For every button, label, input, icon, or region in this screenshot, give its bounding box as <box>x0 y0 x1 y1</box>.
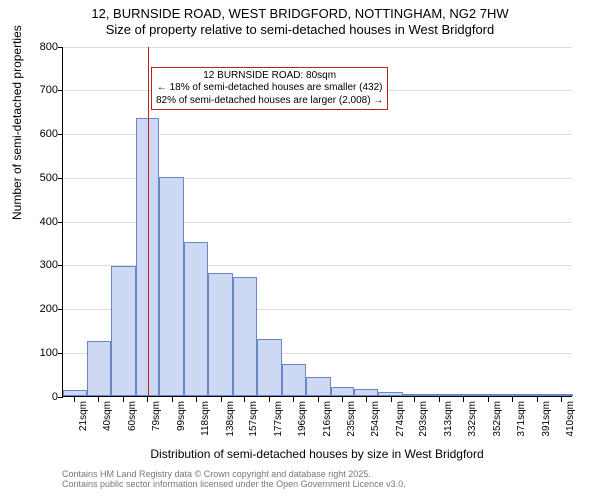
histogram-bar <box>403 394 427 396</box>
xtick-mark <box>123 397 124 402</box>
ytick-label: 100 <box>18 347 58 359</box>
chart-area: 21sqm40sqm60sqm79sqm99sqm118sqm138sqm157… <box>62 47 572 397</box>
histogram-bar <box>306 377 331 395</box>
histogram-bar <box>63 390 87 395</box>
xtick-mark <box>366 397 367 402</box>
xtick-label: 371sqm <box>516 401 527 437</box>
annotation-line3: 82% of semi-detached houses are larger (… <box>156 95 383 108</box>
xtick-mark <box>244 397 245 402</box>
ytick-label: 0 <box>18 391 58 403</box>
ytick-label: 600 <box>18 128 58 140</box>
ytick-mark <box>58 134 63 135</box>
xtick-label: 293sqm <box>418 401 429 437</box>
ytick-mark <box>58 222 63 223</box>
histogram-bar <box>549 394 573 396</box>
xtick-mark <box>293 397 294 402</box>
xtick-label: 235sqm <box>346 401 357 437</box>
xtick-mark <box>98 397 99 402</box>
ytick-label: 500 <box>18 172 58 184</box>
xtick-label: 138sqm <box>225 401 236 437</box>
xtick-label: 410sqm <box>565 401 576 437</box>
xtick-mark <box>439 397 440 402</box>
annotation-box: 12 BURNSIDE ROAD: 80sqm← 18% of semi-det… <box>151 67 388 111</box>
xtick-label: 177sqm <box>273 401 284 437</box>
title-line2: Size of property relative to semi-detach… <box>0 22 600 38</box>
histogram-bar <box>452 394 476 396</box>
xtick-mark <box>269 397 270 402</box>
histogram-bar <box>427 394 452 396</box>
xtick-mark <box>342 397 343 402</box>
histogram-bar <box>233 277 257 395</box>
xtick-mark <box>561 397 562 402</box>
xtick-mark <box>74 397 75 402</box>
chart-title-block: 12, BURNSIDE ROAD, WEST BRIDGFORD, NOTTI… <box>0 0 600 39</box>
histogram-bar <box>282 364 306 396</box>
histogram-bar <box>257 339 282 396</box>
title-line1: 12, BURNSIDE ROAD, WEST BRIDGFORD, NOTTI… <box>0 6 600 22</box>
ytick-label: 300 <box>18 259 58 271</box>
xtick-label: 274sqm <box>395 401 406 437</box>
ytick-mark <box>58 47 63 48</box>
xtick-mark <box>147 397 148 402</box>
histogram-bar <box>159 177 184 396</box>
histogram-bar <box>111 266 136 395</box>
ytick-label: 700 <box>18 84 58 96</box>
xtick-label: 352sqm <box>492 401 503 437</box>
ytick-mark <box>58 178 63 179</box>
xtick-mark <box>512 397 513 402</box>
xtick-label: 79sqm <box>151 401 162 431</box>
grid-line <box>63 47 572 48</box>
annotation-line1: 12 BURNSIDE ROAD: 80sqm <box>156 70 383 83</box>
subject-marker-line <box>148 47 149 396</box>
x-axis-label: Distribution of semi-detached houses by … <box>62 447 572 461</box>
ytick-label: 800 <box>18 41 58 53</box>
histogram-bar <box>354 389 378 396</box>
histogram-bar <box>476 394 501 396</box>
xtick-label: 21sqm <box>78 401 89 431</box>
ytick-mark <box>58 309 63 310</box>
histogram-bar <box>524 394 549 396</box>
xtick-label: 254sqm <box>370 401 381 437</box>
xtick-mark <box>221 397 222 402</box>
xtick-label: 157sqm <box>248 401 259 437</box>
ytick-mark <box>58 265 63 266</box>
footer-line1: Contains HM Land Registry data © Crown c… <box>62 469 600 480</box>
ytick-label: 200 <box>18 303 58 315</box>
histogram-bar <box>378 392 403 396</box>
xtick-label: 118sqm <box>200 401 211 436</box>
ytick-mark <box>58 353 63 354</box>
xtick-label: 313sqm <box>443 401 454 437</box>
xtick-label: 40sqm <box>102 401 113 431</box>
xtick-label: 332sqm <box>467 401 478 437</box>
xtick-mark <box>414 397 415 402</box>
footer-line2: Contains public sector information licen… <box>62 479 600 490</box>
xtick-mark <box>196 397 197 402</box>
xtick-mark <box>318 397 319 402</box>
xtick-label: 196sqm <box>297 401 308 437</box>
xtick-label: 60sqm <box>127 401 138 431</box>
xtick-mark <box>537 397 538 402</box>
histogram-bar <box>501 394 525 396</box>
xtick-mark <box>463 397 464 402</box>
xtick-label: 391sqm <box>541 401 552 437</box>
xtick-label: 216sqm <box>322 401 333 437</box>
y-axis-label: Number of semi-detached properties <box>10 25 24 220</box>
ytick-label: 400 <box>18 216 58 228</box>
histogram-bar <box>331 387 355 396</box>
ytick-mark <box>58 90 63 91</box>
plot-area: 21sqm40sqm60sqm79sqm99sqm118sqm138sqm157… <box>62 47 572 397</box>
annotation-line2: ← 18% of semi-detached houses are smalle… <box>156 82 383 95</box>
histogram-bar <box>184 242 208 395</box>
xtick-mark <box>488 397 489 402</box>
histogram-bar <box>87 341 111 396</box>
ytick-mark <box>58 397 63 398</box>
xtick-label: 99sqm <box>176 401 187 431</box>
histogram-bar <box>208 273 233 396</box>
xtick-mark <box>172 397 173 402</box>
footer-attribution: Contains HM Land Registry data © Crown c… <box>62 469 600 491</box>
xtick-mark <box>391 397 392 402</box>
